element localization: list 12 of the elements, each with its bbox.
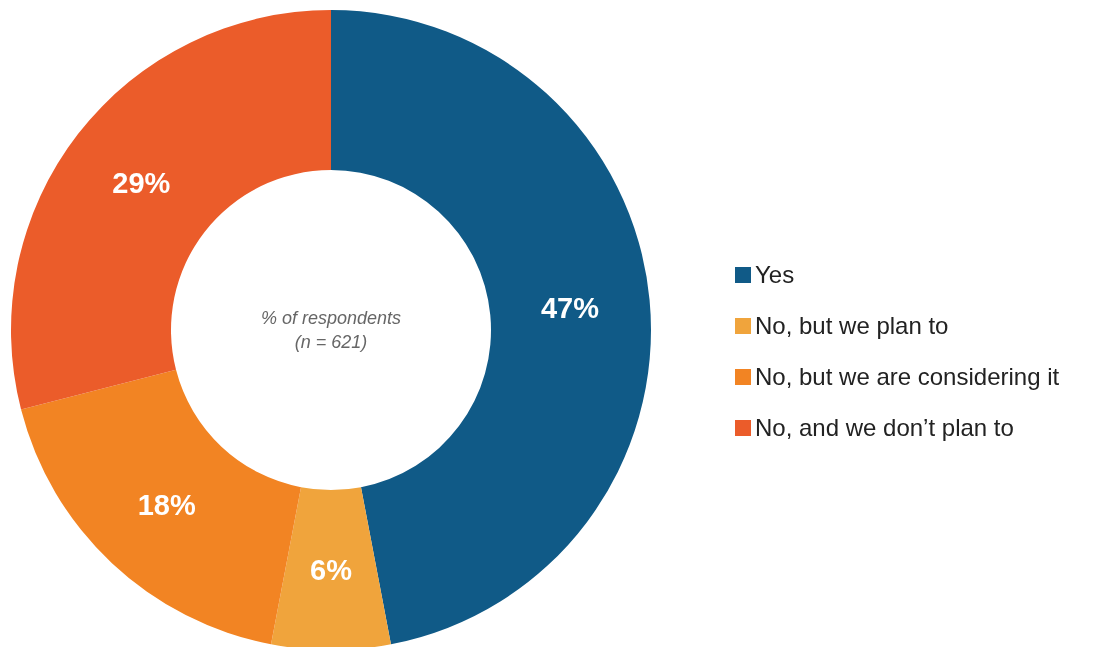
donut-slice [21, 369, 302, 645]
donut-slice [271, 487, 391, 647]
data-label: 29% [112, 167, 171, 200]
text: (n = 621) [294, 332, 368, 353]
text: % of respondents [260, 308, 402, 329]
data-label: 47% [540, 291, 600, 324]
data-label: 18% [137, 489, 196, 522]
data-label: 6% [310, 554, 353, 587]
legend-label: Yes [755, 261, 795, 289]
legend-label: No, but we plan to [755, 312, 949, 340]
legend-label: No, but we are considering it [755, 363, 1060, 391]
legend-label: No, and we don’t plan to [755, 414, 1014, 442]
